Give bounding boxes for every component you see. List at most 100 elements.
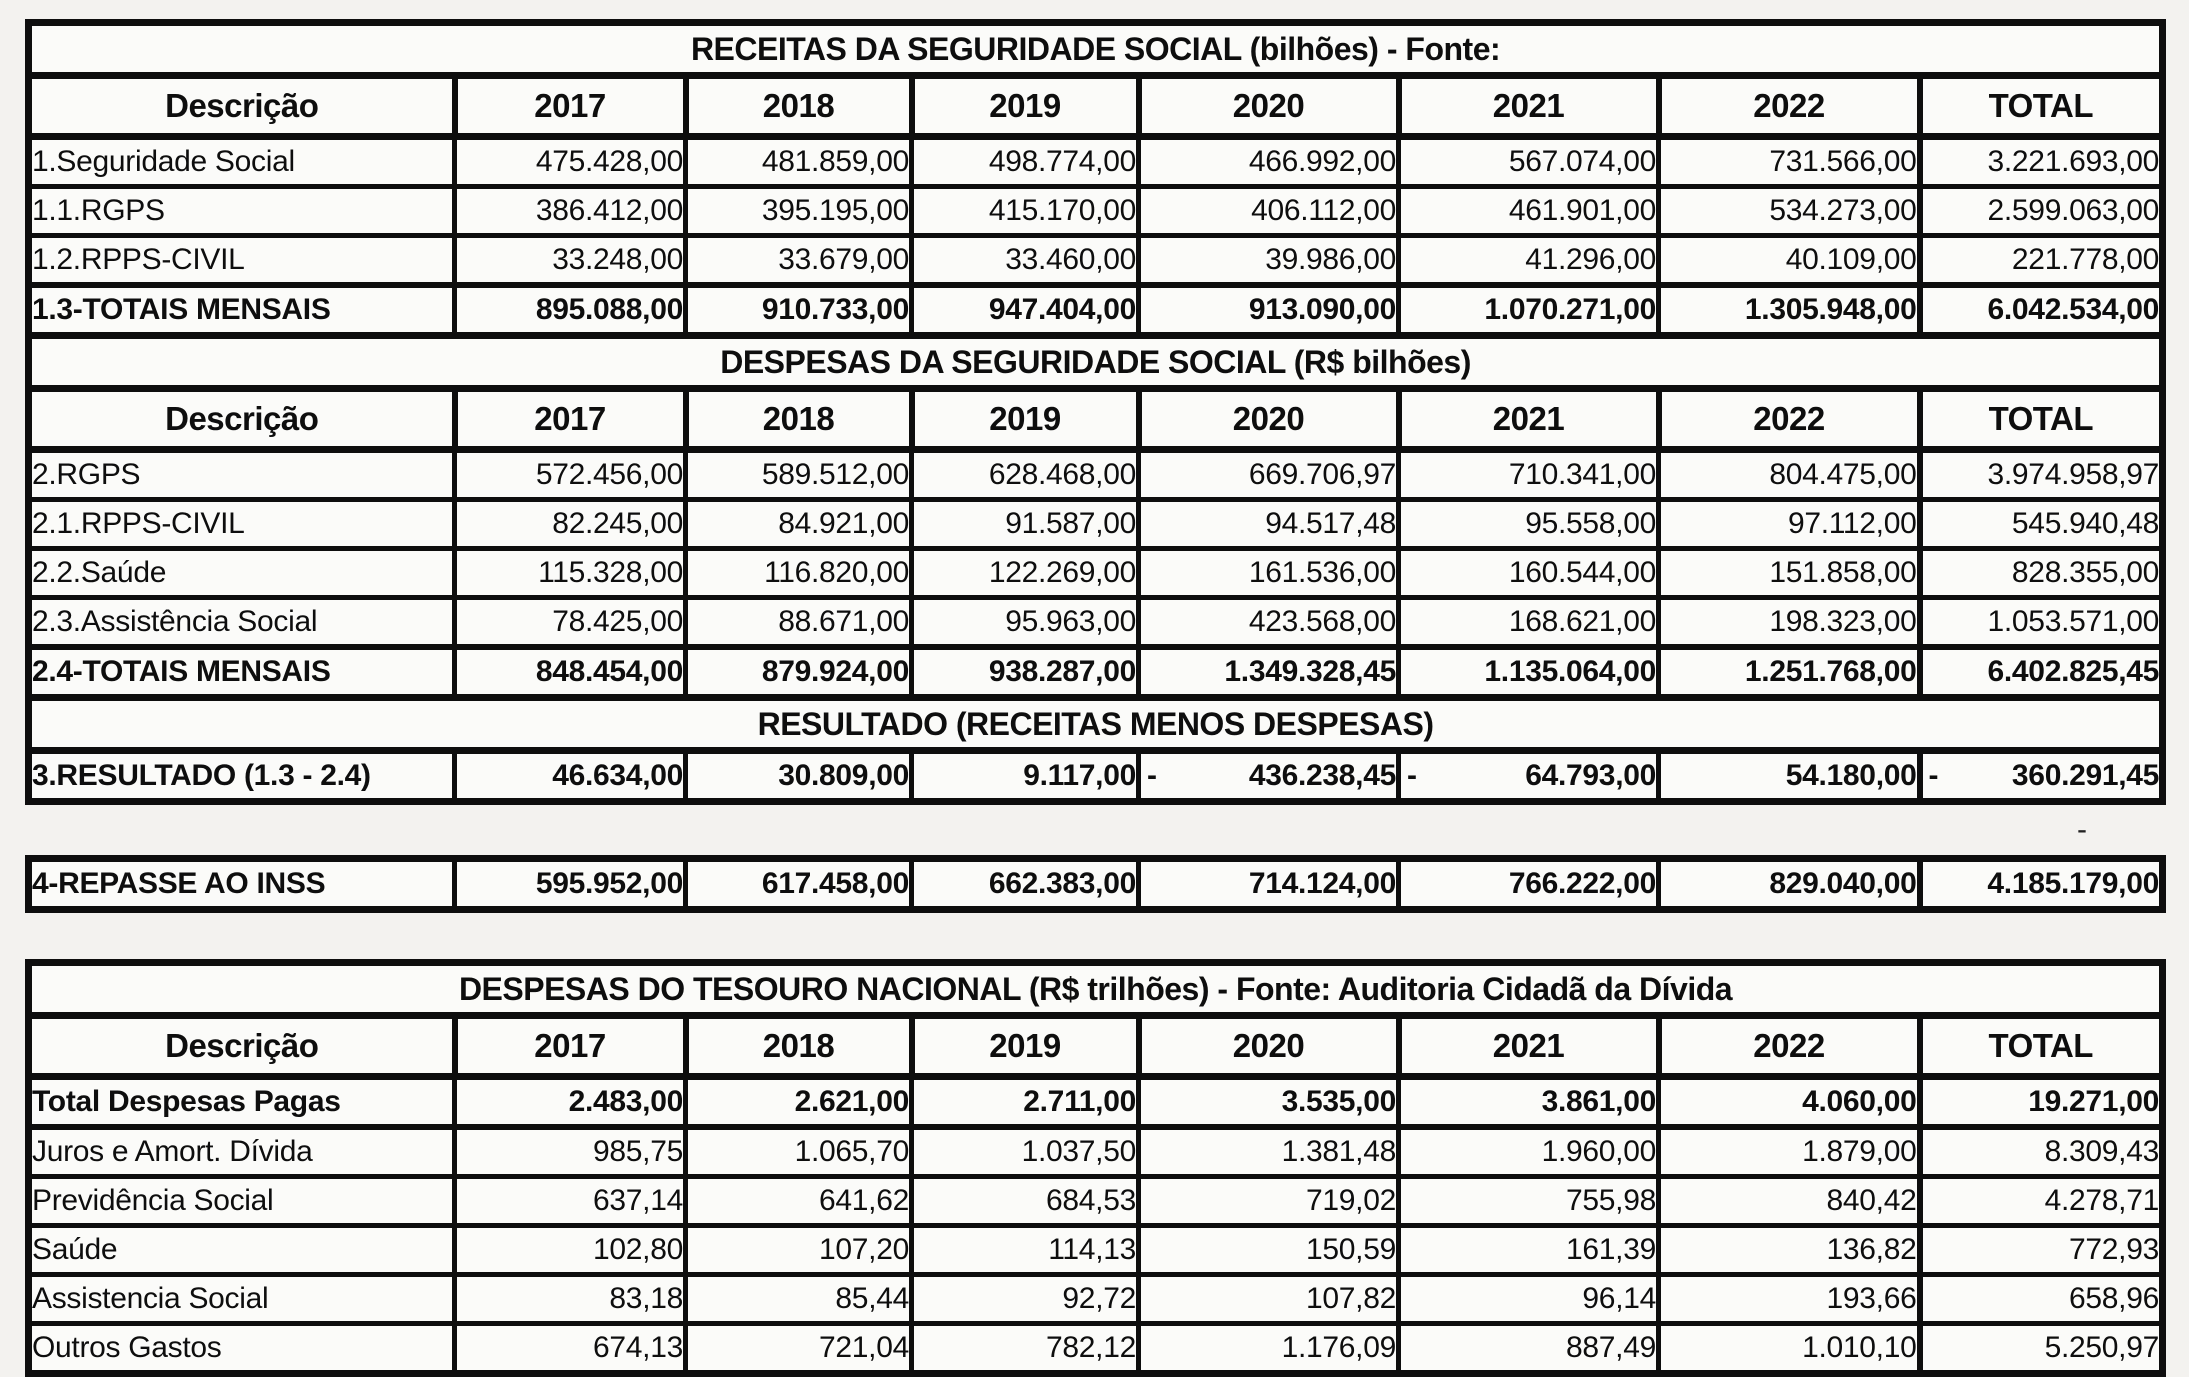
value-cell: 1.176,09 <box>1136 1321 1401 1376</box>
table-row: Previdência Social 637,14 641,62 684,53 719,… <box>26 1174 2165 1228</box>
value-cell: 879.924,00 <box>683 644 914 701</box>
value-cell: 9.117,00 <box>909 747 1141 805</box>
tesouro-body: Total Despesas Pagas 2.483,00 2.621,00 2.71… <box>26 1073 2165 1376</box>
row-label: 2.3.Assistência Social <box>26 595 457 650</box>
value-cell: 1.349.328,45 <box>1136 644 1401 701</box>
row-label: 4-REPASSE AO INSS <box>26 855 457 913</box>
row-label: Juros e Amort. Dívida <box>26 1124 457 1179</box>
despesas-title-row: DESPESAS DA SEGURIDADE SOCIAL (R$ bilhõe… <box>25 332 2166 392</box>
value-cell: 595.952,00 <box>452 855 688 913</box>
value-cell: 1.065,70 <box>683 1124 914 1179</box>
value-cell: 115.328,00 <box>452 546 688 600</box>
tesouro-nacional-table: DESPESAS DO TESOURO NACIONAL (R$ trilhõe… <box>25 959 2166 1377</box>
value-cell: 1.070.271,00 <box>1396 282 1661 339</box>
value-cell: 406.112,00 <box>1136 184 1401 238</box>
table-row: 3.RESULTADO (1.3 - 2.4) 46.634,00 30.809,0… <box>26 747 2166 805</box>
row-label: 2.RGPS <box>26 447 457 502</box>
table-row: Juros e Amort. Dívida 985,75 1.065,70 1.037… <box>26 1124 2165 1179</box>
value-cell: 589.512,00 <box>683 447 914 502</box>
value-cell: 95.558,00 <box>1396 497 1661 551</box>
value-cell: 107,82 <box>1136 1272 1401 1326</box>
value-cell: 122.269,00 <box>909 546 1141 600</box>
value-cell: 684,53 <box>909 1174 1141 1228</box>
value-cell: 39.986,00 <box>1136 233 1401 288</box>
column-header-2018: 2018 <box>682 72 915 140</box>
value-cell: - 64.793,00 <box>1396 747 1661 805</box>
row-label: Saúde <box>26 1223 457 1277</box>
value-cell: 828.355,00 <box>1916 546 2166 600</box>
value-cell: 151.858,00 <box>1656 546 1922 600</box>
table-row: 2.3.Assistência Social 78.425,00 88.671,00… <box>26 595 2166 650</box>
value-cell: 1.305.948,00 <box>1656 282 1922 339</box>
table-row: Saúde 102,80 107,20 114,13 150,59 161,39 136,8… <box>26 1223 2165 1277</box>
value-cell: 116.820,00 <box>683 546 914 600</box>
value-cell: 1.135.064,00 <box>1396 644 1661 701</box>
value-cell: 804.475,00 <box>1656 447 1922 502</box>
value-cell: 772,93 <box>1916 1223 2165 1277</box>
value-cell: 2.483,00 <box>452 1073 688 1130</box>
value-cell: 88.671,00 <box>683 595 914 650</box>
value-cell: 33.460,00 <box>909 233 1141 288</box>
value-cell: 102,80 <box>452 1223 688 1277</box>
minus-sign: - <box>1928 759 1939 792</box>
seguridade-social-table: RECEITAS DA SEGURIDADE SOCIAL (bilhões) … <box>25 19 2167 805</box>
value-cell: 46.634,00 <box>452 747 688 805</box>
column-header-2022: 2022 <box>1655 72 1923 140</box>
value-cell: 947.404,00 <box>909 282 1141 339</box>
value-cell: 91.587,00 <box>909 497 1141 551</box>
value-cell: 658,96 <box>1916 1272 2165 1326</box>
value-cell: 1.381,48 <box>1136 1124 1401 1179</box>
value-cell: 4.185.179,00 <box>1916 855 2165 913</box>
column-header-2020: 2020 <box>1135 385 1402 453</box>
receitas-column-header-row: Descrição 2017 2018 2019 2020 2021 2022 TOTAL <box>25 72 2166 140</box>
table-row: Outros Gastos 674,13 721,04 782,12 1.176,09 8… <box>26 1321 2165 1376</box>
value-cell: 1.251.768,00 <box>1656 644 1922 701</box>
column-header-total: TOTAL <box>1916 385 2166 453</box>
value-cell: 895.088,00 <box>452 282 688 339</box>
value-cell: 6.042.534,00 <box>1916 282 2166 339</box>
value-cell: 674,13 <box>452 1321 688 1376</box>
value-text: 64.793,00 <box>1525 759 1656 792</box>
row-label: 2.1.RPPS-CIVIL <box>26 497 457 551</box>
column-header-descri-o: Descrição <box>25 1012 458 1080</box>
column-header-2021: 2021 <box>1395 385 1662 453</box>
column-header-2018: 2018 <box>682 385 915 453</box>
value-cell: 83,18 <box>452 1272 688 1326</box>
column-header-2019: 2019 <box>908 72 1142 140</box>
value-cell: 5.250,97 <box>1916 1321 2165 1376</box>
column-header-2017: 2017 <box>451 385 689 453</box>
value-cell: 766.222,00 <box>1396 855 1661 913</box>
table-row: 1.2.RPPS-CIVIL 33.248,00 33.679,00 33.460,0… <box>26 233 2166 288</box>
value-cell: 669.706,97 <box>1136 447 1401 502</box>
value-cell: 19.271,00 <box>1916 1073 2165 1130</box>
value-cell: 160.544,00 <box>1396 546 1661 600</box>
value-cell: 95.963,00 <box>909 595 1141 650</box>
value-cell: 567.074,00 <box>1396 134 1661 189</box>
row-label: Previdência Social <box>26 1174 457 1228</box>
value-cell: 78.425,00 <box>452 595 688 650</box>
value-cell: 1.879,00 <box>1656 1124 1922 1179</box>
value-cell: 150,59 <box>1136 1223 1401 1277</box>
value-cell: 637,14 <box>452 1174 688 1228</box>
row-label: Assistencia Social <box>26 1272 457 1326</box>
tesouro-section-title: DESPESAS DO TESOURO NACIONAL (R$ trilhõe… <box>25 959 2165 1019</box>
value-text: 436.238,45 <box>1248 759 1396 792</box>
value-cell: 423.568,00 <box>1136 595 1401 650</box>
minus-sign: - <box>1147 759 1157 792</box>
receitas-title-row: RECEITAS DA SEGURIDADE SOCIAL (bilhões) … <box>25 19 2166 79</box>
value-cell: 3.535,00 <box>1136 1073 1401 1130</box>
value-cell: 82.245,00 <box>452 497 688 551</box>
table-row: 2.1.RPPS-CIVIL 82.245,00 84.921,00 91.587,0… <box>26 497 2166 551</box>
row-label: Total Despesas Pagas <box>26 1073 457 1130</box>
column-header-descri-o: Descrição <box>25 72 458 140</box>
value-cell: 84.921,00 <box>683 497 914 551</box>
value-cell: 94.517,48 <box>1136 497 1401 551</box>
gap-spacer <box>25 913 2163 959</box>
column-header-2022: 2022 <box>1655 385 1923 453</box>
value-cell: 641,62 <box>683 1174 914 1228</box>
value-cell: 6.402.825,45 <box>1916 644 2166 701</box>
stray-dash: - <box>25 805 2159 855</box>
value-cell: 2.599.063,00 <box>1916 184 2166 238</box>
value-cell: 840,42 <box>1656 1174 1922 1228</box>
